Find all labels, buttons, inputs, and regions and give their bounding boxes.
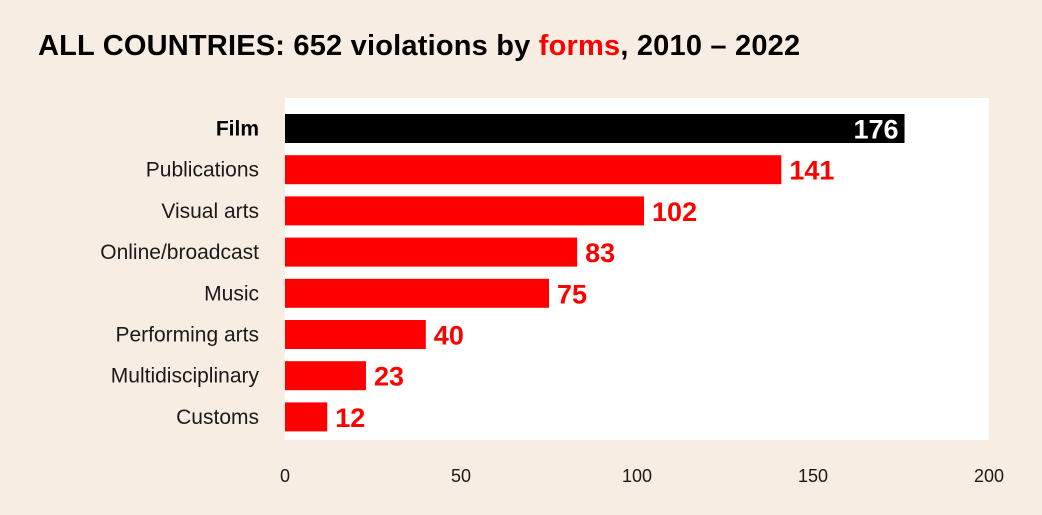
x-tick-label: 100 bbox=[622, 466, 652, 486]
category-label: Performing arts bbox=[115, 324, 259, 347]
bar-online-broadcast bbox=[285, 237, 578, 267]
category-label: Music bbox=[204, 282, 259, 305]
bar-multidisciplinary bbox=[285, 361, 366, 391]
category-label: Publications bbox=[146, 159, 259, 182]
value-label: 83 bbox=[585, 238, 615, 268]
category-label: Customs bbox=[176, 406, 259, 429]
bar-music bbox=[285, 278, 549, 308]
x-tick-label: 150 bbox=[798, 466, 828, 486]
category-label: Film bbox=[216, 118, 259, 141]
title-highlight: forms bbox=[538, 30, 621, 62]
value-label: 141 bbox=[789, 156, 834, 186]
value-label: 102 bbox=[652, 197, 697, 227]
bar-customs bbox=[285, 402, 328, 432]
title-prefix: ALL COUNTRIES: 652 violations by bbox=[38, 30, 539, 62]
bar-publications bbox=[285, 155, 782, 185]
category-label: Visual arts bbox=[161, 200, 259, 223]
category-label: Multidisciplinary bbox=[111, 365, 260, 388]
bar-visual-arts bbox=[285, 196, 645, 226]
bar-performing-arts bbox=[285, 320, 426, 349]
category-label: Online/broadcast bbox=[100, 241, 259, 264]
plot-area bbox=[285, 98, 989, 440]
x-tick-label: 50 bbox=[451, 466, 471, 486]
chart-title: ALL COUNTRIES: 652 violations by forms, … bbox=[38, 30, 800, 63]
title-suffix: , 2010 – 2022 bbox=[620, 30, 801, 62]
value-label: 12 bbox=[335, 403, 365, 433]
value-label: 75 bbox=[557, 279, 587, 309]
value-label: 176 bbox=[853, 115, 898, 145]
bar-film bbox=[285, 114, 905, 143]
value-label: 23 bbox=[374, 362, 404, 392]
x-tick-label: 200 bbox=[974, 466, 1004, 486]
x-tick-label: 0 bbox=[280, 466, 290, 486]
value-label: 40 bbox=[434, 321, 464, 351]
